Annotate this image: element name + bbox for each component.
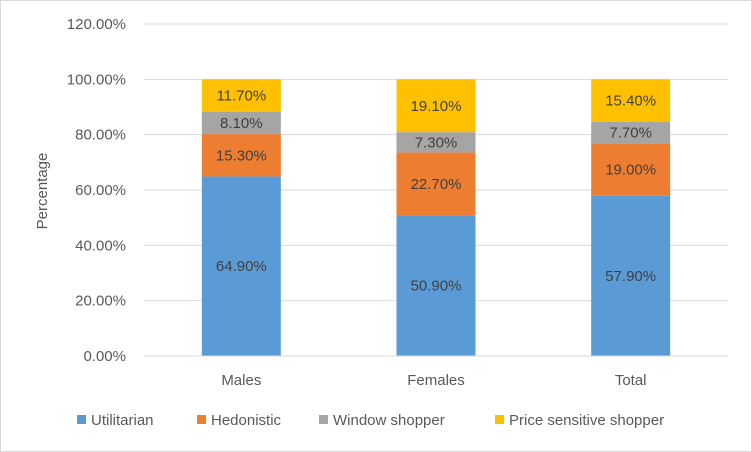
data-label: 15.40% [605,93,656,110]
bar-segment [396,215,476,356]
y-tick-label: 40.00% [75,237,126,254]
legend-label: Utilitarian [91,412,154,429]
data-label: 19.10% [411,98,462,115]
bar-segment [201,111,281,135]
legend: Utilitarian Hedonistic Window shopper Price… [77,412,664,429]
data-label: 50.90% [411,278,462,295]
bar-segment [396,132,476,153]
data-label: 7.70% [609,125,652,142]
y-tick-label: 100.00% [67,71,126,88]
y-axis-title: Percentage [34,153,51,230]
bar-segment [201,176,281,356]
y-tick-label: 60.00% [75,182,126,199]
data-label: 11.70% [216,88,266,105]
bars [144,79,728,357]
bar-segment [591,121,671,144]
legend-swatch [495,415,504,424]
data-label: 15.30% [216,147,267,164]
y-axis-ticks: 0.00% 20.00% 40.00% 60.00% 80.00% 100.00% 120.… [67,16,126,365]
bar-segment [201,134,281,177]
bar-segment [591,143,671,196]
y-tick-label: 120.00% [67,16,126,33]
data-label: 8.10% [220,115,263,132]
data-label: 64.90% [216,258,267,275]
data-label: 7.30% [415,134,458,151]
bar-segment [396,79,476,133]
data-label: 22.70% [411,176,462,193]
data-labels: 64.90% 15.30% 8.10% 11.70% 50.90% 22.70% 7.30%… [216,88,656,295]
bar-segment [396,152,476,216]
legend-label: Window shopper [333,412,445,429]
y-tick-label: 80.00% [75,127,126,144]
legend-swatch [197,415,206,424]
x-category-label: Females [407,372,465,389]
bar-segment [591,79,671,122]
legend-label: Hedonistic [211,412,282,429]
bar-segment [201,79,281,112]
legend-label: Price sensitive shopper [509,412,664,429]
x-axis-categories: Males Females Total [221,372,646,389]
y-tick-label: 0.00% [83,348,126,365]
legend-swatch [319,415,328,424]
data-label: 19.00% [605,162,656,179]
x-category-label: Total [615,372,647,389]
x-category-label: Males [221,372,261,389]
y-tick-label: 20.00% [75,293,126,310]
data-label: 57.90% [605,268,656,285]
bar-segment [591,195,671,356]
legend-swatch [77,415,86,424]
